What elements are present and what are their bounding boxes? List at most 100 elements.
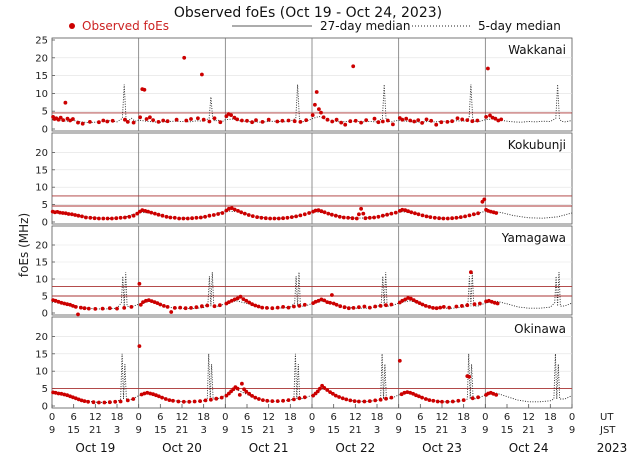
x-tick-label-jst: 21 [349,425,362,436]
observed-point [212,304,217,309]
observed-point [310,113,315,117]
observed-point [402,390,407,395]
observed-point [362,399,367,404]
observed-point [216,212,221,216]
observed-point [163,397,168,401]
observed-point [423,397,428,401]
observed-point [378,397,383,402]
observed-point [297,396,302,401]
x-tick-label-jst: 15 [414,425,427,436]
observed-point [319,297,324,302]
observed-point [91,400,96,405]
observed-point [420,121,424,125]
x-tick-label-jst: 3 [547,425,553,436]
observed-point [348,119,353,124]
observed-point [88,120,92,124]
observed-point [330,293,334,297]
observed-point [165,305,170,309]
observed-point [463,214,467,219]
observed-point [359,120,363,125]
observed-point [399,392,404,397]
observed-point [182,55,187,60]
observed-point [141,300,145,304]
observed-point [460,304,464,308]
observed-point [71,304,75,308]
day-label: Oct 24 [509,441,549,455]
observed-point [177,216,182,221]
observed-point [367,305,372,310]
legend: Observed foEs 27-day median 5-day median [69,19,561,33]
observed-point [373,398,378,403]
observed-point [101,118,106,123]
observed-point [160,213,165,218]
x-tick-label-jst: 9 [135,425,141,436]
observed-point [218,120,223,125]
observed-point [423,304,428,308]
legend-observed-label: Observed foEs [82,19,169,33]
observed-point [319,209,324,214]
observed-point [458,215,463,220]
observed-point [454,304,459,309]
y-tick-label: 10 [35,367,48,378]
x-tick-label-jst: 15 [154,425,167,436]
observed-point [60,211,65,215]
observed-point [229,113,234,117]
observed-point [496,118,501,123]
observed-point [187,399,192,404]
observed-point [266,117,271,122]
observed-point [275,305,280,310]
observed-point [302,302,307,307]
observed-point [400,207,405,212]
observed-point [239,210,244,215]
x-tick-label-jst: 15 [67,425,80,436]
x-axis: 0 9 6 15 12 21 18 3 0 9 6 15 12 21 18 3 0 9 6 15 12 21 18 3 0 9 6 1… [49,404,627,455]
panel-yamagawa: 0 5 10 15 20 Yamagawa [35,225,573,320]
observed-point [76,397,81,402]
observed-point [145,390,150,395]
observed-point [59,391,64,396]
observed-point [240,118,244,123]
observed-point [151,392,156,397]
observed-point [161,118,166,123]
observed-point [93,307,98,311]
x-tick-label-jst: 21 [522,425,535,436]
x-tick-label-jst: 9 [309,425,315,436]
observed-point [342,305,347,310]
observed-point [125,398,130,403]
observed-point [424,117,429,122]
observed-point [344,397,349,402]
observed-point [328,390,332,394]
observed-point [420,395,424,400]
observed-point [313,102,317,107]
observed-point [414,393,418,398]
observed-point [431,306,435,310]
observed-point [286,398,291,402]
observed-point [270,399,275,403]
observed-point [250,302,255,307]
observed-point [331,391,335,396]
observed-point [372,116,377,121]
observed-point [404,116,409,121]
x-tick-label-ut: 0 [135,412,141,423]
observed-point [385,118,390,123]
observed-point [211,213,216,217]
observed-point [260,305,265,310]
observed-point [292,119,297,124]
observed-point [200,72,204,77]
observed-point [184,118,189,123]
x-tick-label-ut: 6 [504,412,510,423]
observed-point [88,215,93,220]
observed-point [438,305,443,310]
observed-point [456,398,461,403]
observed-point [321,115,326,120]
observed-point [354,216,359,221]
observed-point [255,215,259,220]
observed-point [97,120,101,125]
y-tick-label: 0 [42,402,48,413]
legend-observed-marker [69,23,75,29]
observed-point [113,399,118,404]
y-tick-label: 5 [42,200,48,211]
y-tick-label: 10 [35,275,48,286]
observed-point [286,305,291,310]
y-tick-label: 0 [42,125,48,136]
